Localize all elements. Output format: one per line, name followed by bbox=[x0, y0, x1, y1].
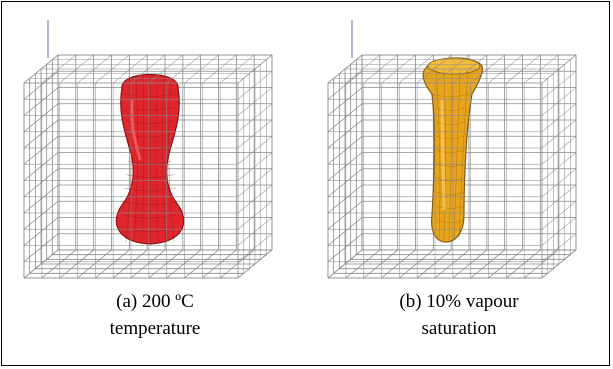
panel-a: (a) 200 ºC temperature bbox=[10, 10, 300, 355]
temperature-isosurface bbox=[115, 73, 185, 245]
caption-a: (a) 200 ºC temperature bbox=[10, 288, 300, 348]
caption-b-line2: saturation bbox=[421, 318, 497, 339]
grid-cube-b bbox=[327, 20, 577, 279]
caption-b: (b) 10% vapour saturation bbox=[314, 288, 604, 348]
caption-a-line2: temperature bbox=[109, 318, 201, 339]
caption-a-line1: (a) 200 ºC bbox=[116, 291, 194, 312]
panel-b: (b) 10% vapour saturation bbox=[314, 10, 604, 355]
grid-cube-a bbox=[23, 20, 273, 279]
caption-b-line1: (b) 10% vapour bbox=[399, 291, 519, 312]
cube-front-wireframe bbox=[23, 54, 273, 279]
cube-front-wireframe bbox=[327, 54, 577, 279]
